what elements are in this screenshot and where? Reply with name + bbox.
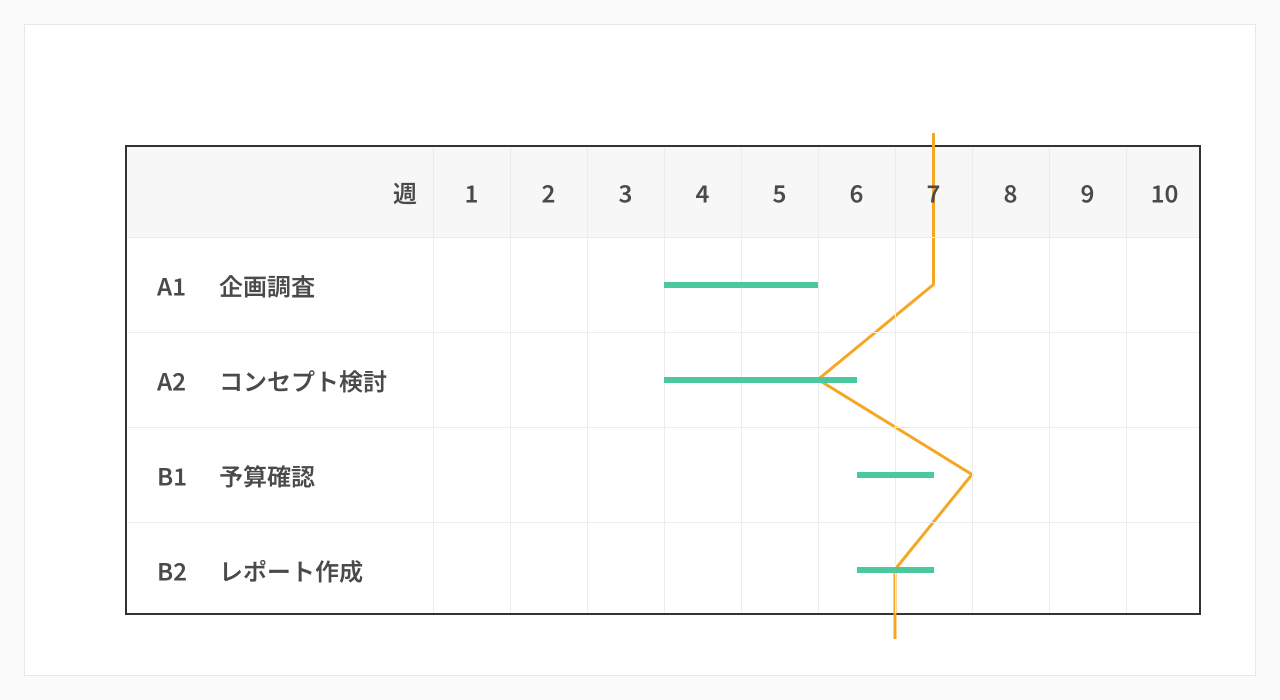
col-divider [1126, 147, 1127, 613]
task-code: A1 [157, 267, 186, 302]
task-code: B2 [157, 552, 187, 587]
task-code: A2 [157, 362, 186, 397]
col-divider [510, 147, 511, 613]
week-number: 7 [927, 175, 941, 210]
gantt-bar [857, 472, 934, 478]
col-divider [1049, 147, 1050, 613]
chart-wrap: 進捗度 週 12345678910A1企画調査A2コンセプト検討B1予算確認B2… [125, 145, 1155, 665]
task-name: 企画調査 [219, 267, 315, 302]
chart-frame: 進捗度 週 12345678910A1企画調査A2コンセプト検討B1予算確認B2… [24, 24, 1256, 676]
col-divider [895, 147, 896, 613]
row-divider [127, 427, 1199, 428]
row-divider [127, 332, 1199, 333]
week-number: 10 [1151, 175, 1179, 210]
week-number: 8 [1004, 175, 1018, 210]
week-number: 6 [850, 175, 864, 210]
gantt-bar [857, 567, 934, 573]
task-code: B1 [157, 457, 187, 492]
task-name: 予算確認 [219, 457, 315, 492]
week-column-label: 週 [393, 175, 417, 210]
week-number: 9 [1081, 175, 1095, 210]
week-number: 4 [696, 175, 710, 210]
week-number: 1 [465, 175, 479, 210]
gantt-bar [664, 377, 857, 383]
gantt-bar [664, 282, 818, 288]
header-bg [127, 147, 1199, 237]
gantt-table: 週 1 2 3 4 5 6 7 8 9 10 A1 企画調査 A2 コンセプト検討 B1 予算確認 B2 レポート… [125, 145, 1201, 615]
col-divider [587, 147, 588, 613]
week-number: 3 [619, 175, 633, 210]
task-name: レポート作成 [219, 552, 363, 587]
week-number: 5 [773, 175, 787, 210]
week-number: 2 [542, 175, 556, 210]
row-divider [127, 522, 1199, 523]
task-name: コンセプト検討 [219, 362, 387, 397]
col-divider [433, 147, 434, 613]
col-divider [972, 147, 973, 613]
